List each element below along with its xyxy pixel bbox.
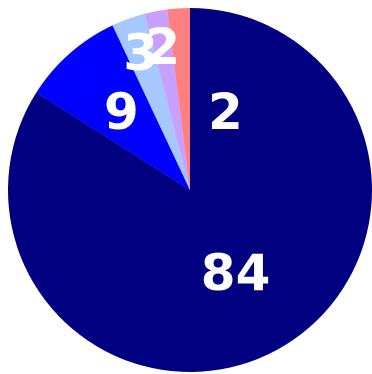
pie-slice-1 — [36, 25, 190, 191]
pie-slice-label-0: 84 — [201, 244, 271, 302]
pie-slice-label-3: 2 — [145, 18, 180, 76]
pie-slice-4 — [167, 8, 190, 190]
pie-slices — [8, 8, 372, 372]
pie-slice-label-4: 2 — [208, 83, 243, 141]
pie-slice-3 — [144, 9, 190, 191]
pie-slice-2 — [112, 13, 190, 190]
pie-slice-0 — [8, 8, 372, 372]
pie-slice-label-2: 3 — [123, 24, 158, 82]
pie-slice-label-1: 9 — [104, 83, 139, 141]
